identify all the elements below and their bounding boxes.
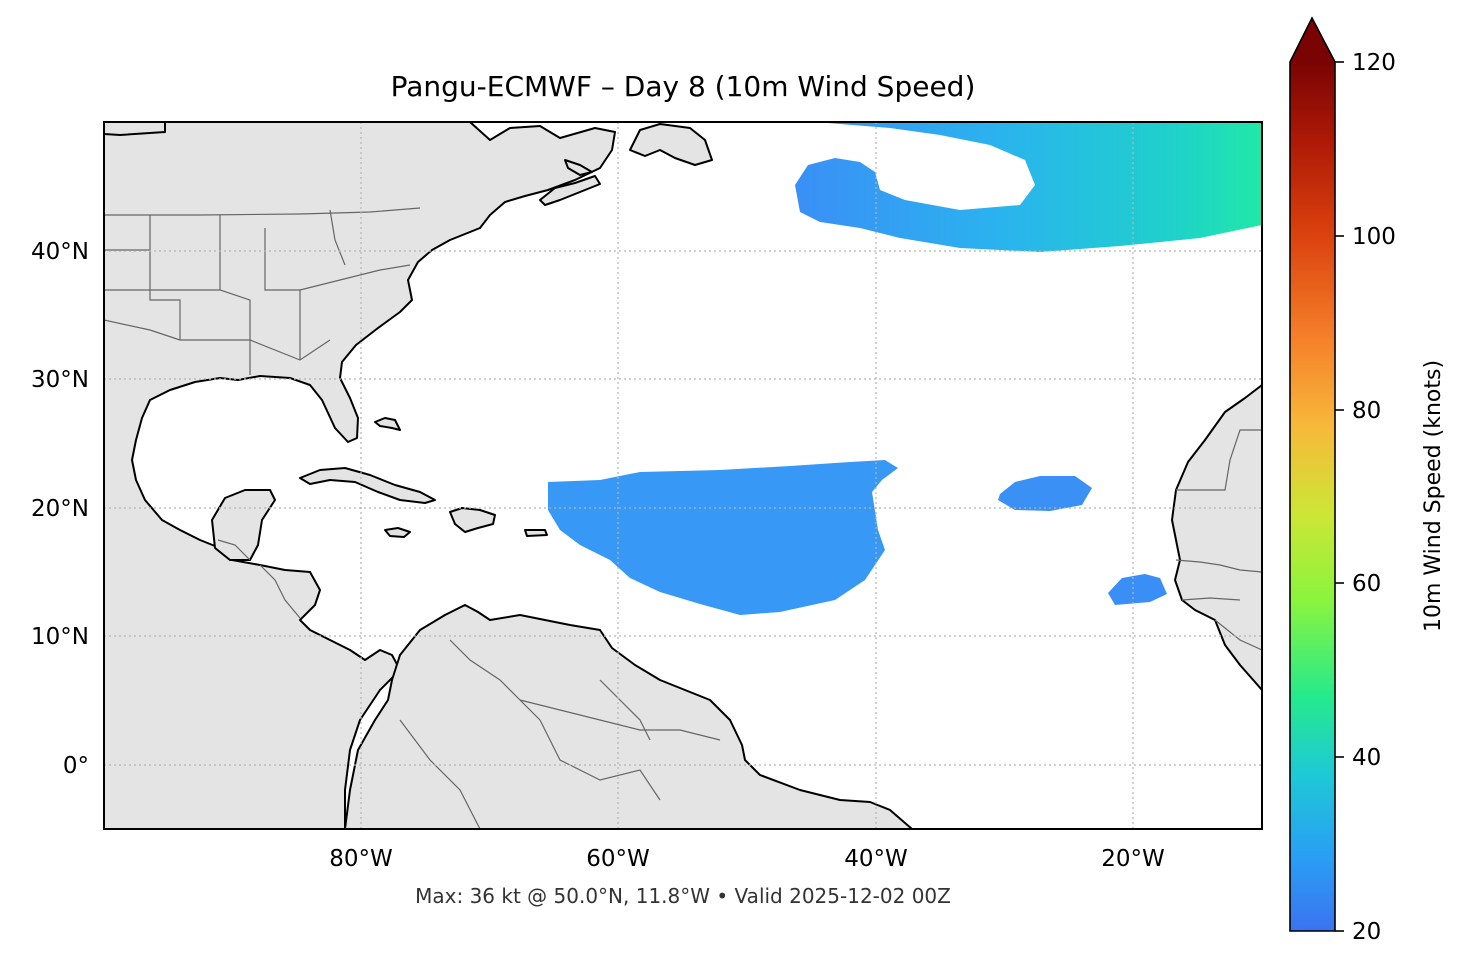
colorbar-tick-label: 100 <box>1352 224 1396 250</box>
wind-region-central-atlantic-trades <box>548 460 898 615</box>
greenland-tip <box>104 122 166 136</box>
colorbar-extend-arrow <box>1290 18 1335 62</box>
longitude-tick-labels: 80°W 60°W 40°W 20°W <box>329 846 1165 872</box>
colorbar-tick-label: 40 <box>1352 745 1381 771</box>
land-masses <box>104 122 1262 829</box>
jamaica <box>384 527 411 538</box>
wind-region-east-atlantic-patch <box>998 476 1092 511</box>
north-america <box>104 122 616 829</box>
south-america <box>344 604 913 829</box>
colorbar-tick-labels: 20 40 60 80 100 120 <box>1352 50 1396 945</box>
newfoundland <box>629 123 713 166</box>
colorbar-label: 10m Wind Speed (knots) <box>1421 360 1446 632</box>
puerto-rico <box>524 529 548 537</box>
lat-tick-label: 0° <box>63 753 89 779</box>
colorbar-tick-label: 80 <box>1352 398 1381 424</box>
colorbar-outline <box>1289 16 1336 932</box>
chart-title: Pangu-ECMWF – Day 8 (10m Wind Speed) <box>390 70 976 103</box>
footer-caption: Max: 36 kt @ 50.0°N, 11.8°W • Valid 2025… <box>415 884 951 908</box>
wind-region-north-atlantic-jet <box>795 122 1262 252</box>
gulf-of-st-lawrence-islands <box>564 159 593 176</box>
gridlines <box>104 122 1262 829</box>
colorbar-tick-label: 20 <box>1352 919 1381 945</box>
lon-tick-label: 60°W <box>586 846 650 872</box>
lon-tick-label: 80°W <box>329 846 393 872</box>
colorbar-tick-label: 60 <box>1352 571 1381 597</box>
lat-tick-label: 20°N <box>31 496 89 522</box>
lat-tick-label: 30°N <box>31 367 89 393</box>
map-frame <box>103 121 1263 830</box>
map-area <box>104 122 1262 829</box>
bahamas <box>374 417 401 431</box>
wind-region-cape-verde-patch <box>1108 574 1167 605</box>
lon-tick-label: 40°W <box>844 846 908 872</box>
cuba <box>299 467 436 504</box>
latitude-tick-labels: 40°N 30°N 20°N 10°N 0° <box>31 239 89 779</box>
colorbar-tick-label: 120 <box>1352 50 1396 76</box>
nova-scotia <box>539 175 601 206</box>
lat-tick-label: 40°N <box>31 239 89 265</box>
colorbar-gradient <box>1290 62 1335 931</box>
colorbar-tick-marks <box>1335 61 1344 932</box>
lon-tick-label: 20°W <box>1101 846 1165 872</box>
africa <box>1171 384 1262 691</box>
political-borders <box>104 207 1262 829</box>
colorbar: 20 40 60 80 100 120 10m Wind Speed (knot… <box>1289 16 1446 945</box>
lat-tick-label: 10°N <box>31 624 89 650</box>
hispaniola <box>449 507 496 533</box>
